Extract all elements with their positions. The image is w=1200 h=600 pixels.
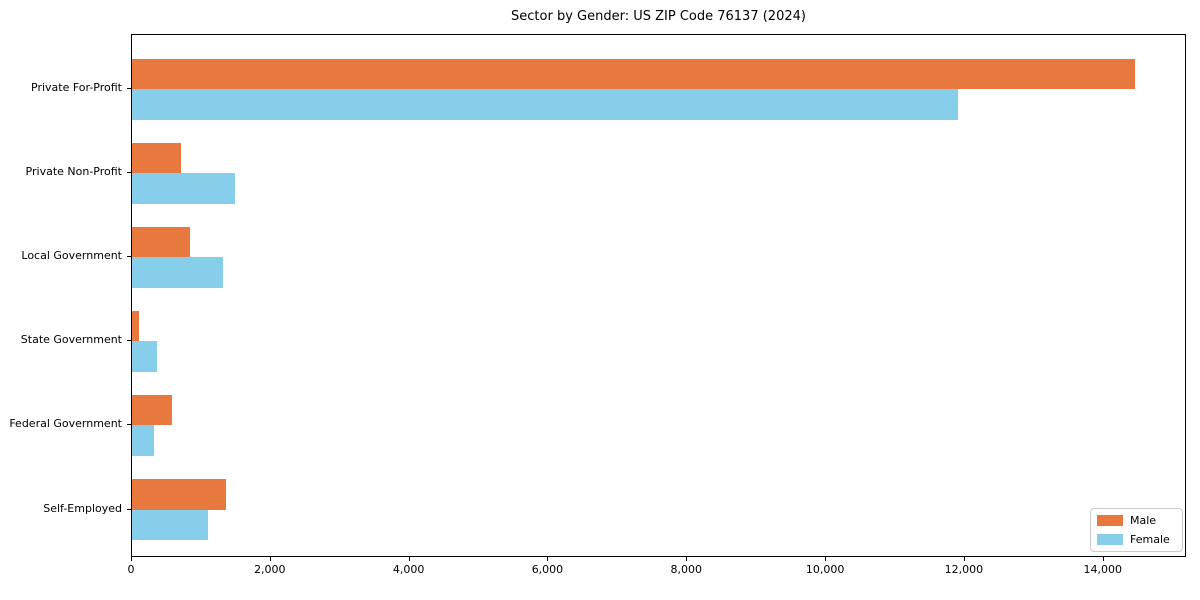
- x-tick-mark: [547, 557, 549, 561]
- bar-male-3: [132, 310, 139, 342]
- x-axis-tick-label: 12,000: [944, 563, 984, 576]
- plot-area: [131, 34, 1186, 557]
- x-tick-mark: [269, 557, 271, 561]
- x-tick-mark: [686, 557, 688, 561]
- legend: Male Female: [1090, 508, 1183, 552]
- x-axis-tick-label: 14,000: [1083, 563, 1122, 576]
- x-tick-mark: [131, 557, 132, 561]
- y-axis-label: Self-Employed: [43, 501, 122, 515]
- y-axis-label: Private For-Profit: [31, 81, 122, 94]
- chart-title: Sector by Gender: US ZIP Code 76137 (202…: [511, 9, 806, 24]
- female-color-swatch: [1097, 534, 1123, 545]
- x-axis-tick-label: 2,000: [254, 563, 286, 576]
- legend-item-male: Male: [1097, 514, 1176, 527]
- bar-female-1: [132, 173, 236, 204]
- y-axis-label: Federal Government: [9, 417, 122, 431]
- bar-male-5: [132, 479, 226, 510]
- bar-female-0: [132, 89, 958, 120]
- bar-female-3: [132, 341, 157, 372]
- x-tick-mark: [408, 557, 410, 561]
- bar-male-2: [132, 226, 191, 258]
- x-axis-tick-label: 8,000: [670, 563, 703, 576]
- y-tick-mark: [127, 508, 131, 510]
- bar-male-1: [132, 142, 182, 174]
- bar-male-4: [132, 394, 172, 426]
- legend-label: Male: [1130, 514, 1157, 527]
- bar-female-4: [132, 425, 154, 456]
- y-axis-label: Private Non-Profit: [25, 165, 122, 179]
- x-tick-mark: [963, 557, 965, 561]
- x-axis-tick-label: 10,000: [805, 563, 845, 576]
- legend-item-female: Female: [1097, 533, 1176, 546]
- x-tick-mark: [825, 557, 827, 561]
- y-axis-label: State Government: [20, 333, 122, 347]
- y-tick-mark: [127, 424, 131, 426]
- y-tick-mark: [127, 340, 131, 342]
- x-axis-tick-label: 4,000: [392, 563, 425, 576]
- y-tick-mark: [127, 172, 131, 174]
- y-axis-label: Local Government: [21, 249, 122, 263]
- x-axis-tick-label: 0: [127, 563, 135, 576]
- y-tick-mark: [127, 88, 131, 89]
- bar-female-2: [132, 257, 223, 288]
- bar-female-5: [132, 509, 209, 540]
- male-color-swatch: [1097, 515, 1123, 526]
- bar-male-0: [132, 58, 1135, 89]
- x-axis-tick-label: 6,000: [531, 563, 564, 576]
- y-tick-mark: [127, 256, 131, 258]
- legend-label: Female: [1130, 533, 1170, 546]
- x-tick-mark: [1102, 557, 1104, 561]
